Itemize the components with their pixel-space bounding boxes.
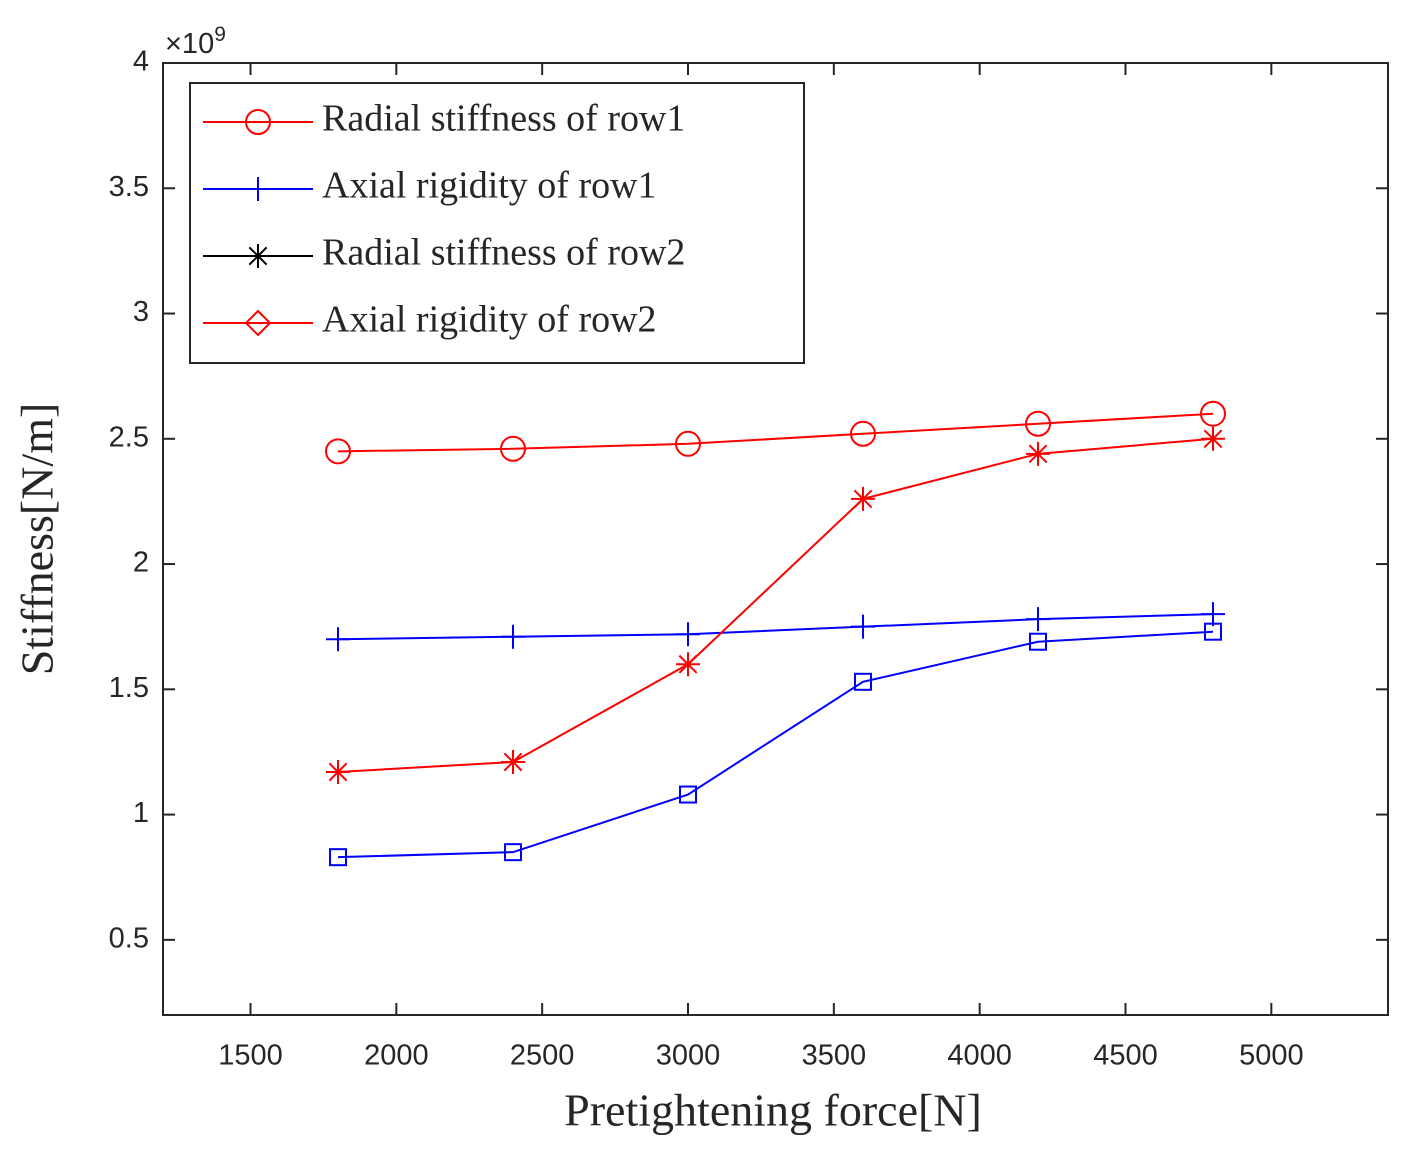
marker-star — [1026, 441, 1050, 466]
x-tick-label: 2500 — [510, 1040, 575, 1072]
y-tick-label: 3.5 — [109, 171, 149, 203]
y-tick-label: 3 — [133, 296, 149, 328]
marker — [500, 435, 526, 462]
marker — [675, 430, 701, 457]
legend-label: Axial rigidity of row1 — [322, 165, 657, 207]
series-line — [337, 630, 1214, 859]
marker — [504, 843, 522, 862]
marker — [1204, 622, 1222, 641]
marker — [501, 624, 525, 649]
marker-square — [1029, 632, 1047, 651]
marker — [326, 627, 350, 652]
marker — [329, 848, 347, 867]
marker-star — [326, 759, 350, 784]
legend-label: Radial stiffness of row1 — [322, 98, 685, 140]
y-tick-label: 0.5 — [109, 922, 149, 954]
x-tick-label: 4000 — [947, 1040, 1012, 1072]
marker — [246, 177, 270, 201]
marker-square — [1204, 622, 1222, 641]
marker-circle — [1200, 400, 1226, 427]
x-tick-label: 3000 — [656, 1040, 721, 1072]
y-tick-label: 1.5 — [109, 672, 149, 704]
marker — [850, 420, 876, 447]
marker-plus — [326, 627, 350, 652]
marker-circle — [675, 430, 701, 457]
x-tick-label: 2000 — [364, 1040, 429, 1072]
marker — [501, 749, 525, 774]
y-tick-label: 1 — [133, 797, 149, 829]
marker — [1200, 400, 1226, 427]
marker-plus — [1026, 607, 1050, 632]
marker-circle — [500, 435, 526, 462]
marker-star — [246, 244, 270, 268]
y-tick-label: 2.5 — [109, 421, 149, 453]
marker — [1201, 426, 1225, 451]
marker — [246, 244, 270, 268]
marker-square — [329, 848, 347, 867]
marker-plus — [676, 622, 700, 647]
series-line — [337, 613, 1214, 641]
marker-star — [676, 652, 700, 677]
y-tick-label: 2 — [133, 547, 149, 579]
legend-label: Axial rigidity of row2 — [322, 299, 657, 341]
marker-plus — [501, 624, 525, 649]
marker-diamond — [244, 309, 272, 337]
series-line — [337, 437, 1214, 773]
marker-square — [504, 843, 522, 862]
multiplier-base: ×10 — [165, 28, 214, 60]
x-tick-label: 3500 — [802, 1040, 867, 1072]
marker-star — [1201, 426, 1225, 451]
legend: Radial stiffness of row1 Axial rigidity o… — [189, 82, 805, 364]
marker-star — [851, 486, 875, 511]
legend-label: Radial stiffness of row2 — [322, 232, 685, 274]
y-axis-label: Stiffness[N/m] — [12, 403, 63, 676]
multiplier-exponent: 9 — [214, 23, 226, 46]
marker-square — [679, 785, 697, 804]
marker — [676, 622, 700, 647]
marker-plus — [1201, 602, 1225, 627]
marker — [676, 652, 700, 677]
marker — [851, 486, 875, 511]
marker-plus — [851, 614, 875, 639]
marker — [244, 309, 272, 337]
marker-star — [501, 749, 525, 774]
marker — [325, 438, 351, 465]
marker — [679, 785, 697, 804]
marker-circle — [245, 109, 271, 135]
marker-circle — [325, 438, 351, 465]
marker — [1201, 602, 1225, 627]
y-multiplier: ×109 — [165, 23, 226, 60]
marker-circle — [1025, 410, 1051, 437]
marker-circle — [850, 420, 876, 447]
marker — [245, 109, 271, 135]
marker-plus — [246, 177, 270, 201]
x-tick-label: 4500 — [1093, 1040, 1158, 1072]
x-tick-label: 1500 — [218, 1040, 283, 1072]
y-tick-label: 4 — [133, 46, 149, 78]
marker — [1029, 632, 1047, 651]
marker — [1026, 607, 1050, 632]
marker — [851, 614, 875, 639]
x-tick-label: 5000 — [1239, 1040, 1304, 1072]
marker — [326, 759, 350, 784]
marker — [854, 672, 872, 691]
series-line — [337, 412, 1214, 453]
marker — [1025, 410, 1051, 437]
marker — [1026, 441, 1050, 466]
marker-square — [854, 672, 872, 691]
x-axis-label: Pretightening force[N] — [564, 1085, 982, 1136]
legend-box — [189, 82, 805, 364]
